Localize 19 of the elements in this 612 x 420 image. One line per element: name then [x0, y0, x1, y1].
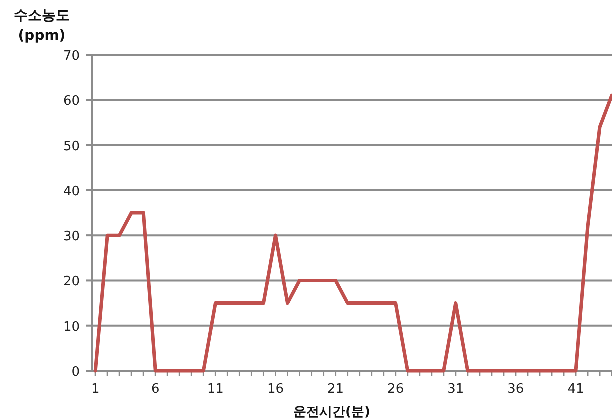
y-tick-label: 70 [63, 49, 80, 64]
x-tick-label: 21 [328, 382, 344, 397]
y-axis-title: 수소농도 (ppm) [14, 8, 70, 44]
y-tick-label: 30 [63, 230, 80, 245]
y-tick-label: 50 [63, 139, 80, 154]
y-tick-label: 20 [63, 274, 80, 290]
x-tick-label: 16 [267, 382, 284, 397]
x-tick-label: 26 [388, 382, 404, 397]
y-tick-label: 0 [72, 365, 80, 380]
x-tick-label: 41 [568, 382, 584, 397]
y-tick-label: 40 [63, 184, 80, 200]
x-tick-label: 31 [448, 382, 464, 397]
x-tick-label: 11 [207, 382, 224, 397]
y-tick-label: 60 [63, 94, 80, 110]
x-tick-label: 1 [91, 382, 100, 397]
y-tick-label: 10 [63, 320, 80, 335]
x-tick-label: 6 [152, 382, 160, 397]
x-axis-title: 운전시간(분) [294, 405, 370, 420]
x-tick-label: 36 [508, 382, 524, 397]
